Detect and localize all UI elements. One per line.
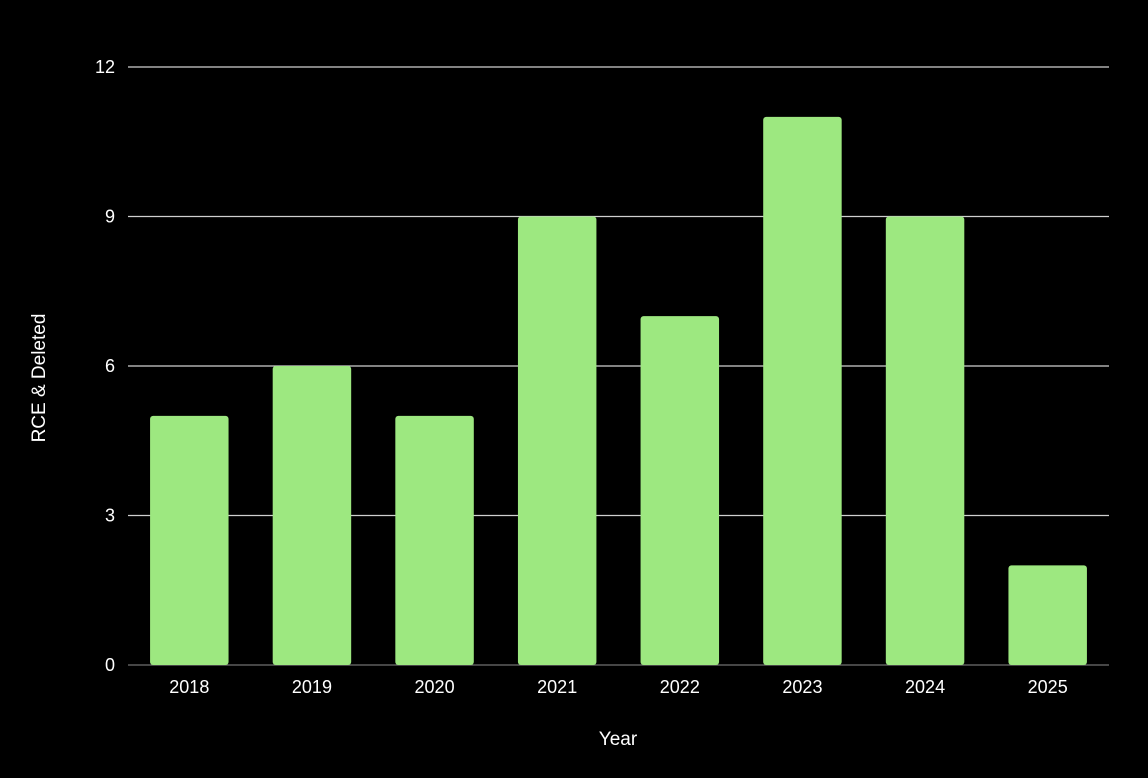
x-tick-label-2025: 2025 bbox=[1028, 677, 1068, 697]
bar-2023 bbox=[763, 116, 842, 666]
x-tick-label-2024: 2024 bbox=[905, 677, 945, 697]
x-tick-label-2023: 2023 bbox=[782, 677, 822, 697]
x-tick-label-2022: 2022 bbox=[660, 677, 700, 697]
x-axis-title: Year bbox=[599, 729, 638, 750]
x-tick-label-2020: 2020 bbox=[415, 677, 455, 697]
y-tick-label-0: 0 bbox=[105, 655, 115, 675]
bar-2018 bbox=[150, 415, 229, 665]
bars bbox=[150, 116, 1087, 666]
x-tick-label-2021: 2021 bbox=[537, 677, 577, 697]
y-axis-title: RCE & Deleted bbox=[29, 314, 50, 443]
bar-2019 bbox=[272, 366, 352, 665]
x-tick-label-2018: 2018 bbox=[169, 677, 209, 697]
bar-2021 bbox=[517, 216, 597, 665]
y-tick-label-6: 6 bbox=[105, 356, 115, 376]
y-tick-label-3: 3 bbox=[105, 506, 115, 526]
bar-2020 bbox=[395, 415, 474, 665]
y-tick-labels: 0 3 6 9 12 bbox=[95, 57, 115, 675]
bar-2025 bbox=[1008, 565, 1087, 665]
x-tick-labels: 2018 2019 2020 2021 2022 2023 2024 2025 bbox=[169, 677, 1067, 697]
x-tick-label-2019: 2019 bbox=[292, 677, 332, 697]
y-tick-label-12: 12 bbox=[95, 57, 115, 77]
bar-2024 bbox=[885, 216, 965, 665]
y-tick-label-9: 9 bbox=[105, 207, 115, 227]
bar-2022 bbox=[640, 316, 720, 665]
